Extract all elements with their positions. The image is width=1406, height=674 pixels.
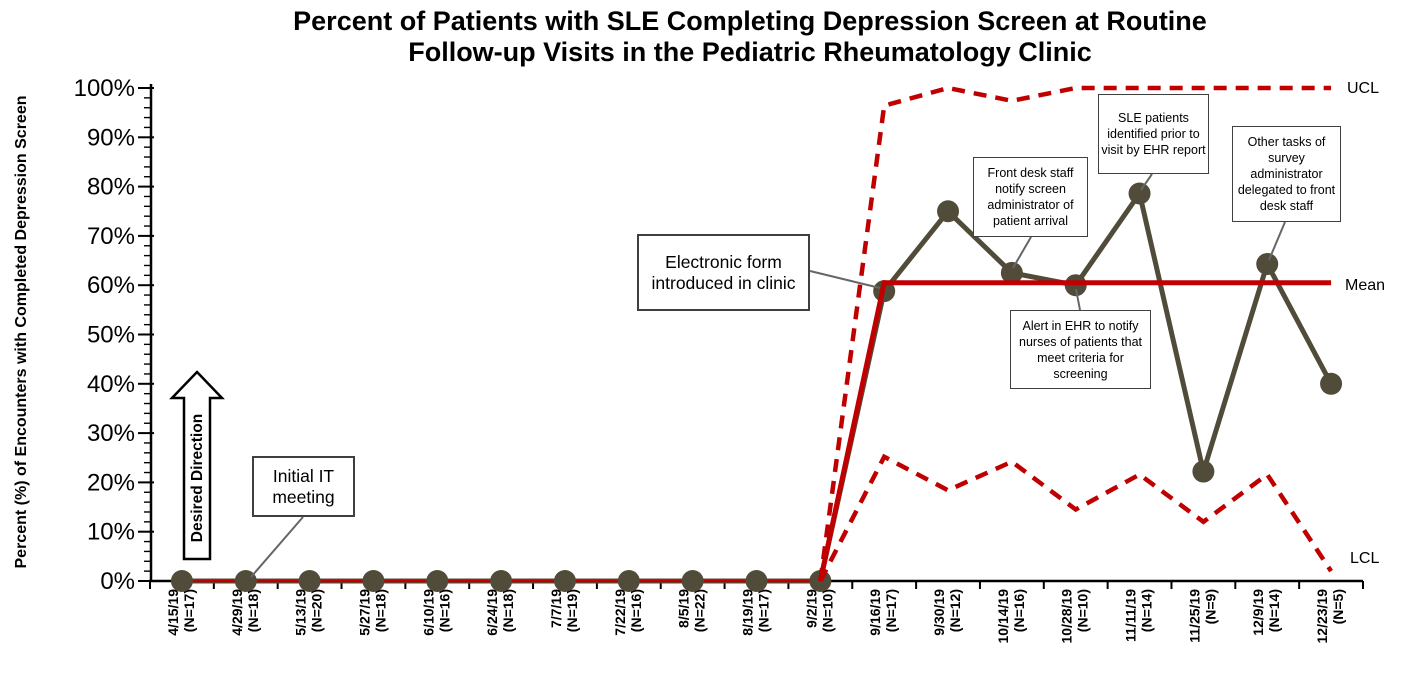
annotation-text: Initial IT meeting: [272, 465, 335, 507]
svg-text:10/14/19: 10/14/19: [995, 589, 1011, 644]
svg-text:4/15/19: 4/15/19: [165, 589, 181, 636]
svg-text:(N=12): (N=12): [947, 589, 963, 632]
svg-text:8/19/19: 8/19/19: [740, 589, 756, 636]
svg-text:(N=10): (N=10): [819, 589, 835, 632]
svg-text:9/2/19: 9/2/19: [803, 589, 819, 628]
svg-text:(N=19): (N=19): [564, 589, 580, 632]
annotation-sle-patients-ehr-report: SLE patients identified prior to visit b…: [1098, 94, 1209, 174]
svg-text:(N=18): (N=18): [500, 589, 516, 632]
svg-text:9/16/19: 9/16/19: [867, 589, 883, 636]
svg-text:12/23/19: 12/23/19: [1314, 589, 1330, 644]
annotation-text: Alert in EHR to notify nurses of patient…: [1019, 318, 1142, 381]
svg-text:60%: 60%: [87, 272, 135, 299]
lcl-label: LCL: [1350, 550, 1380, 567]
svg-text:(N=18): (N=18): [245, 589, 261, 632]
chart-title: Percent of Patients with SLE Completing …: [95, 6, 1405, 68]
svg-text:(N=16): (N=16): [1011, 589, 1027, 632]
svg-text:4/29/19: 4/29/19: [229, 589, 245, 636]
desired-direction-arrow: Desired Direction: [169, 370, 225, 561]
svg-text:(N=10): (N=10): [1075, 589, 1091, 632]
svg-text:30%: 30%: [87, 420, 135, 447]
chart-title-line1: Percent of Patients with SLE Completing …: [293, 6, 1207, 36]
chart-title-line2: Follow-up Visits in the Pediatric Rheuma…: [408, 37, 1092, 67]
svg-text:0%: 0%: [100, 568, 135, 595]
svg-text:Desired Direction: Desired Direction: [189, 414, 206, 542]
annotation-text: Electronic form introduced in clinic: [651, 251, 796, 293]
annotation-alert-in-ehr: Alert in EHR to notify nurses of patient…: [1010, 310, 1151, 389]
svg-text:6/10/19: 6/10/19: [420, 589, 436, 636]
svg-text:80%: 80%: [87, 174, 135, 201]
ucl-label: UCL: [1347, 80, 1380, 97]
svg-text:(N=18): (N=18): [372, 589, 388, 632]
svg-text:(N=17): (N=17): [181, 589, 197, 632]
annotation-front-desk-notify: Front desk staff notify screen administr…: [973, 157, 1088, 237]
svg-text:11/25/19: 11/25/19: [1186, 589, 1202, 643]
svg-text:8/5/19: 8/5/19: [676, 589, 692, 628]
svg-text:(N=16): (N=16): [628, 589, 644, 632]
annotation-electronic-form: Electronic form introduced in clinic: [637, 234, 810, 311]
svg-text:10%: 10%: [87, 519, 135, 546]
svg-text:12/9/19: 12/9/19: [1250, 589, 1266, 636]
svg-text:10/28/19: 10/28/19: [1059, 589, 1075, 644]
annotation-text: Other tasks of survey administrator dele…: [1237, 135, 1336, 213]
svg-text:9/30/19: 9/30/19: [931, 589, 947, 636]
svg-text:7/22/19: 7/22/19: [612, 589, 628, 636]
svg-text:11/11/19: 11/11/19: [1123, 589, 1139, 642]
svg-text:5/27/19: 5/27/19: [356, 589, 372, 636]
svg-text:40%: 40%: [87, 371, 135, 398]
svg-text:(N=22): (N=22): [692, 589, 708, 632]
svg-text:(N=16): (N=16): [436, 589, 452, 632]
annotation-other-tasks-delegated: Other tasks of survey administrator dele…: [1232, 126, 1341, 222]
svg-text:20%: 20%: [87, 469, 135, 496]
svg-text:(N=14): (N=14): [1139, 589, 1155, 632]
svg-text:7/7/19: 7/7/19: [548, 589, 564, 628]
annotation-initial-it-meeting: Initial IT meeting: [252, 456, 355, 517]
svg-text:50%: 50%: [87, 322, 135, 349]
mean-label: Mean: [1345, 277, 1386, 294]
svg-text:90%: 90%: [87, 124, 135, 151]
svg-text:100%: 100%: [74, 75, 135, 102]
annotation-text: SLE patients identified prior to visit b…: [1101, 111, 1206, 157]
svg-text:(N=17): (N=17): [883, 589, 899, 632]
svg-text:(N=14): (N=14): [1266, 589, 1282, 632]
svg-text:6/24/19: 6/24/19: [484, 589, 500, 636]
annotation-text: Front desk staff notify screen administr…: [987, 166, 1074, 228]
svg-text:(N=20): (N=20): [309, 589, 325, 632]
svg-text:(N=17): (N=17): [756, 589, 772, 632]
svg-text:5/13/19: 5/13/19: [293, 589, 309, 636]
svg-text:70%: 70%: [87, 223, 135, 250]
svg-text:(N=5): (N=5): [1330, 589, 1346, 624]
svg-text:(N=9): (N=9): [1202, 589, 1218, 624]
